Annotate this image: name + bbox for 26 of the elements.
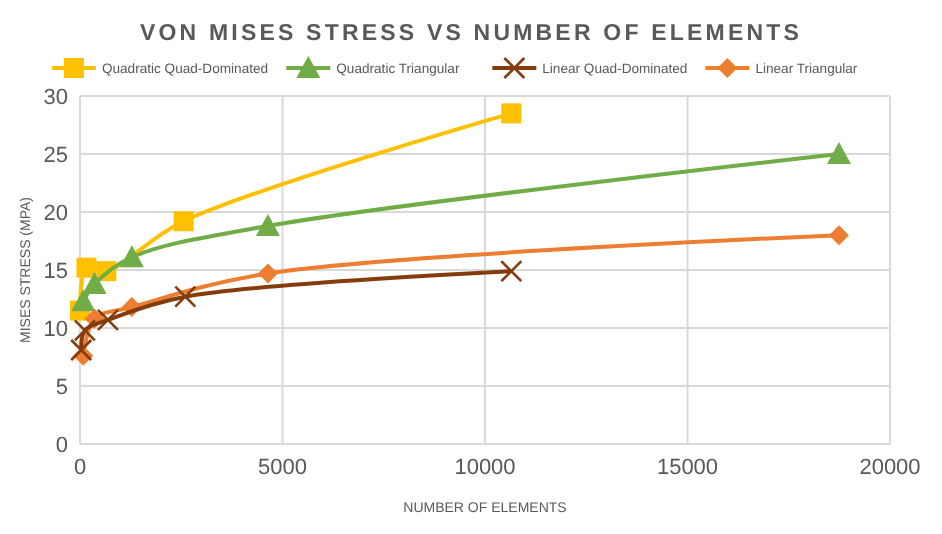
point: [82, 271, 107, 294]
x-tick-label: 20000: [859, 456, 921, 480]
x-tick-label: 10000: [454, 456, 516, 480]
point: [174, 285, 197, 308]
point: [96, 308, 120, 332]
y-tick-label: 25: [43, 144, 68, 168]
y-tick-label: 0: [55, 434, 68, 458]
y-tick-label: 10: [43, 318, 68, 342]
point: [76, 257, 97, 278]
chart-title: VON MISES STRESS VS NUMBER OF ELEMENTS: [139, 22, 803, 46]
point: [828, 225, 849, 246]
point: [826, 142, 851, 164]
y-tick-label: 20: [43, 202, 68, 226]
point: [173, 211, 194, 232]
point: [501, 103, 522, 124]
point: [255, 213, 280, 236]
x-tick-label: 5000: [258, 456, 307, 480]
point: [500, 259, 523, 283]
y-tick-label: 30: [43, 86, 68, 110]
point: [71, 289, 96, 312]
y-tick-label: 15: [43, 260, 68, 284]
x-tick-label: 0: [73, 456, 87, 480]
y-tick-label: 5: [55, 376, 68, 400]
x-tick-label: 15000: [656, 456, 719, 480]
point: [257, 263, 278, 284]
point: [119, 245, 144, 268]
